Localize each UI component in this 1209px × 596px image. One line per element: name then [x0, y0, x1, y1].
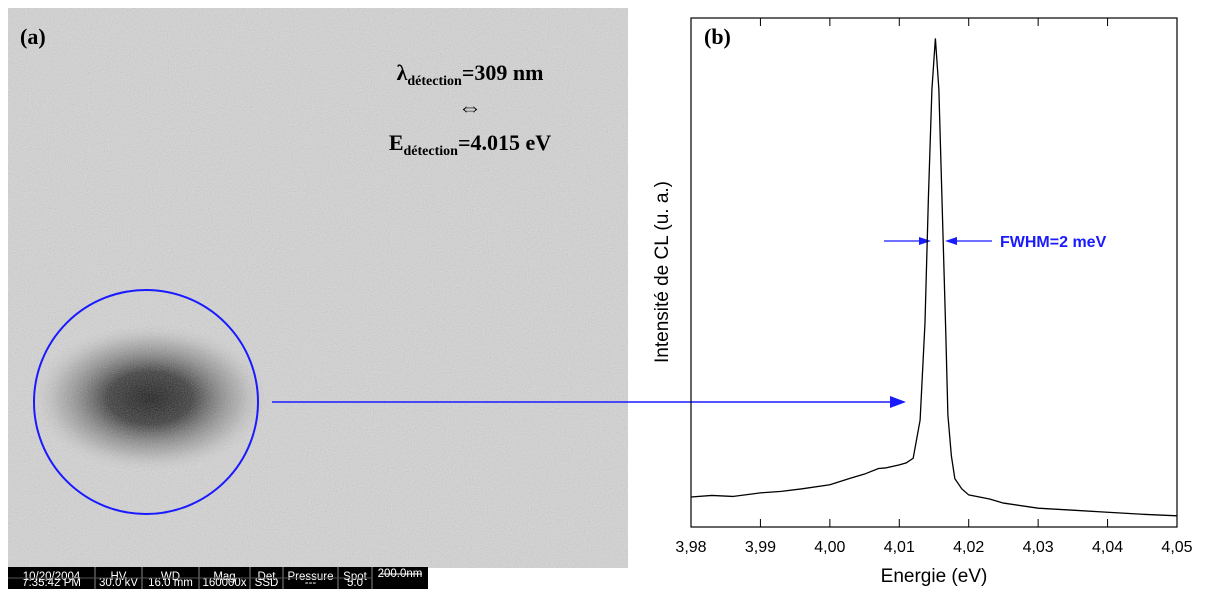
arrow-head — [890, 396, 906, 408]
info-value: 160000x — [202, 577, 246, 589]
x-tick-label: 4,03 — [1023, 539, 1054, 556]
fwhm-arrow-head — [945, 237, 957, 245]
panel-label: (b) — [704, 24, 731, 49]
y-axis-label: Intensité de CL (u. a.) — [652, 181, 673, 363]
subscript: détection — [407, 74, 462, 89]
subscript: détection — [404, 144, 459, 159]
info-value: 30.0 kV — [99, 577, 138, 589]
info-value: 5.0 — [347, 577, 363, 589]
x-tick-label: 4,01 — [884, 539, 915, 556]
x-tick-label: 4,05 — [1161, 539, 1192, 556]
panel-label: (a) — [20, 24, 46, 49]
wavelength-annotation: λdétection=309 nm — [397, 60, 544, 89]
info-header: HV — [111, 571, 127, 583]
info-header: 10/20/2004 — [23, 571, 81, 583]
info-header: Mag — [213, 571, 235, 583]
info-header: Pressure — [287, 571, 333, 583]
info-value: SSD — [255, 577, 279, 589]
info-value: 7:35:42 PM — [22, 577, 81, 589]
x-tick-label: 4,00 — [814, 539, 845, 556]
info-header: Det — [258, 571, 277, 583]
sem-image — [8, 8, 628, 568]
symbol: E — [389, 130, 404, 155]
info-header: Spot — [343, 571, 367, 583]
fwhm-arrow-head — [919, 237, 931, 245]
value: =309 nm — [462, 60, 544, 85]
value: =4.015 eV — [458, 130, 551, 155]
info-value: 16.0 mm — [148, 577, 193, 589]
info-value: --- — [305, 577, 317, 589]
x-tick-label: 4,02 — [953, 539, 984, 556]
x-tick-label: 3,99 — [745, 539, 776, 556]
spectrum-line — [690, 38, 1178, 517]
x-tick-label: 3,98 — [675, 539, 706, 556]
scale-bar-label: 200.0nm — [378, 568, 423, 580]
plot-frame — [690, 17, 1178, 528]
fwhm-label: FWHM=2 meV — [1000, 234, 1107, 251]
info-header: WD — [161, 571, 180, 583]
energy-annotation: Edétection=4.015 eV — [389, 130, 551, 159]
symbol: λ — [397, 60, 408, 85]
highlight-circle — [33, 289, 259, 515]
x-axis-label: Energie (eV) — [881, 566, 988, 587]
equivalence: ⇔ — [458, 95, 482, 121]
x-tick-label: 4,04 — [1092, 539, 1123, 556]
